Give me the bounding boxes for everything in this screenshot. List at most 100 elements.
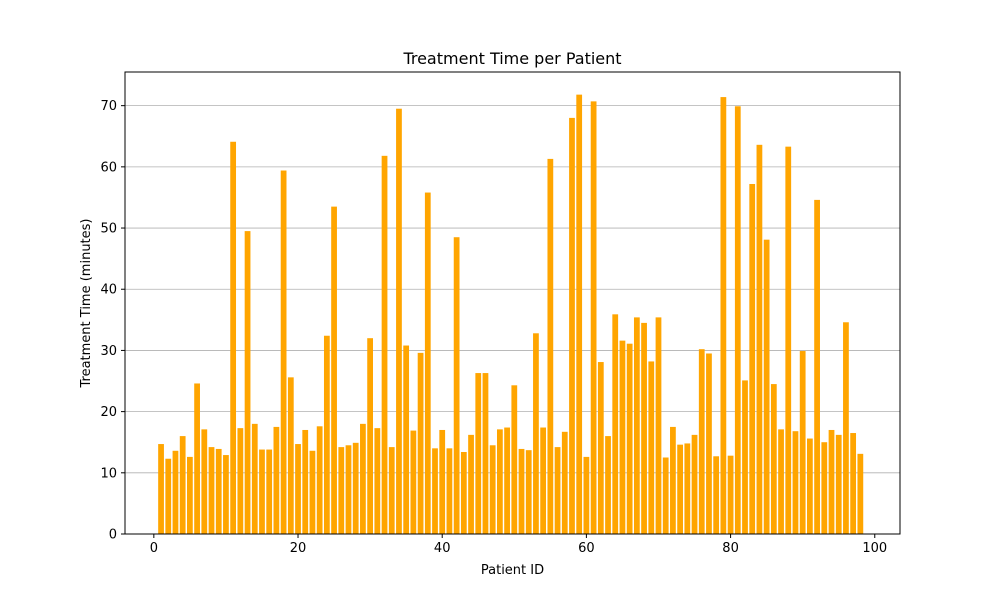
bar xyxy=(626,343,633,534)
bar xyxy=(670,426,676,534)
y-axis-label: Treatment Time (minutes) xyxy=(79,219,94,389)
bar xyxy=(691,434,698,534)
x-tick-label: 40 xyxy=(434,541,451,556)
bar xyxy=(814,199,820,534)
bar xyxy=(633,317,640,534)
bar xyxy=(338,447,345,534)
bar xyxy=(641,322,647,534)
bar xyxy=(244,231,251,534)
bar xyxy=(201,429,208,534)
bar xyxy=(763,239,770,534)
bar xyxy=(576,94,583,535)
bar xyxy=(662,457,669,534)
bar xyxy=(345,445,352,534)
y-tick-label: 30 xyxy=(100,344,117,359)
bar xyxy=(835,434,842,534)
bar xyxy=(547,158,554,535)
y-tick-label: 50 xyxy=(100,222,117,237)
bar xyxy=(706,353,712,534)
y-tick-label: 60 xyxy=(100,160,117,175)
x-tick-label: 20 xyxy=(290,541,307,556)
bar xyxy=(843,322,849,534)
bar xyxy=(857,453,864,534)
bar xyxy=(569,117,575,534)
bar xyxy=(237,428,244,534)
bar xyxy=(165,458,172,534)
bar xyxy=(208,447,215,534)
bar xyxy=(194,383,200,534)
bar xyxy=(215,448,222,534)
bar xyxy=(388,447,395,534)
y-tick-label: 0 xyxy=(109,528,117,543)
bar xyxy=(734,106,741,534)
bar xyxy=(770,384,777,534)
bar xyxy=(525,450,532,534)
x-tick-label: 60 xyxy=(578,541,595,556)
plot-frame xyxy=(124,71,901,535)
bar xyxy=(316,426,323,534)
bar xyxy=(655,317,662,534)
bar xyxy=(309,450,316,534)
bar xyxy=(381,155,388,534)
chart-title: Treatment Time per Patient xyxy=(402,49,621,68)
bar xyxy=(460,452,467,534)
bar xyxy=(799,351,806,534)
bar xyxy=(648,361,655,534)
bar xyxy=(446,448,453,534)
bar xyxy=(590,101,597,534)
bar xyxy=(403,345,410,534)
bar xyxy=(432,448,438,534)
bar xyxy=(302,429,309,534)
bar xyxy=(266,449,273,534)
x-tick-label: 0 xyxy=(150,541,158,556)
bar xyxy=(295,444,301,534)
bar xyxy=(323,335,330,534)
bar xyxy=(273,426,280,534)
bar xyxy=(374,428,381,534)
bar xyxy=(749,183,756,535)
x-axis-label: Patient ID xyxy=(481,563,544,578)
bar xyxy=(605,436,611,534)
bar xyxy=(612,314,619,534)
bar xyxy=(410,430,417,534)
bars xyxy=(158,94,864,535)
bar xyxy=(417,352,424,534)
bar xyxy=(251,423,258,534)
bar xyxy=(619,340,626,534)
bar xyxy=(684,443,691,534)
bar xyxy=(677,444,683,534)
bar xyxy=(187,456,193,534)
bar xyxy=(489,445,496,534)
y-axis-ticks: 0 10 20 30 40 50 60 70 xyxy=(100,99,125,543)
bar xyxy=(698,349,705,534)
bar xyxy=(511,385,518,534)
bar xyxy=(172,450,179,534)
y-tick-label: 10 xyxy=(100,466,117,481)
bar xyxy=(424,192,431,534)
bar xyxy=(533,333,539,534)
bar xyxy=(720,97,727,534)
bar xyxy=(287,377,294,534)
y-tick-label: 70 xyxy=(100,99,117,114)
bar xyxy=(497,429,503,534)
bar xyxy=(792,431,799,534)
bar xyxy=(807,438,813,534)
bar xyxy=(821,442,828,534)
bar xyxy=(352,442,359,534)
bar xyxy=(518,448,525,534)
bar xyxy=(259,449,265,534)
bar xyxy=(554,447,561,534)
bar xyxy=(360,423,366,534)
x-axis-ticks: 0 20 40 60 80 100 xyxy=(150,534,887,556)
bar xyxy=(396,108,402,534)
y-tick-label: 40 xyxy=(100,283,117,298)
bar xyxy=(504,427,510,534)
bar xyxy=(583,456,590,534)
bar xyxy=(850,433,857,534)
bar xyxy=(785,146,792,535)
bar xyxy=(742,380,748,534)
bar xyxy=(367,338,373,534)
bar xyxy=(482,373,489,534)
bar xyxy=(475,373,482,534)
